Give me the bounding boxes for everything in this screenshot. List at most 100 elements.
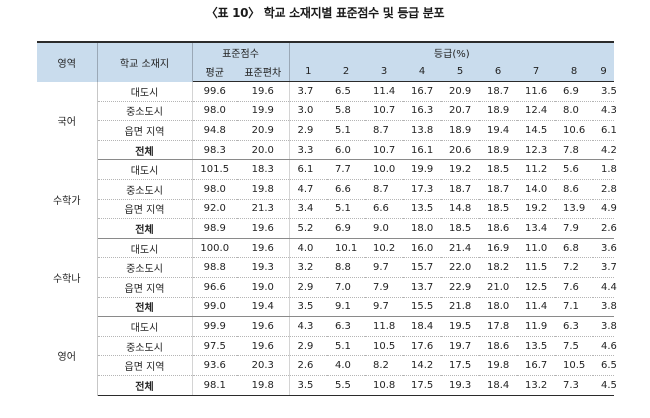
- location-cell: 대도시: [97, 159, 193, 180]
- grade-5-cell: 20.6: [441, 140, 479, 161]
- grade-4-cell: 16.0: [403, 238, 441, 259]
- grade-2-cell: 7.7: [327, 159, 365, 180]
- grade-4-cell: 19.9: [403, 159, 441, 180]
- header-grade-3: 3: [365, 62, 403, 82]
- location-cell: 대도시: [97, 81, 193, 102]
- location-cell: 전체: [97, 297, 193, 318]
- grade-1-cell: 4.3: [289, 316, 327, 337]
- location-cell: 중소도시: [97, 336, 193, 357]
- sd-cell: 18.3: [237, 159, 290, 180]
- grade-1-cell: 3.0: [289, 101, 327, 122]
- table-body: 국어 대도시 99.6 19.6 3.7 6.5 11.4 16.7 20.9 18.7 11.6 6…: [37, 81, 617, 396]
- grade-9-cell: 3.7: [593, 257, 617, 278]
- table-row: 읍면 지역 94.8 20.9 2.9 5.1 8.7 13.8 18.9 19.4 14.5 10…: [37, 120, 617, 141]
- grade-7-cell: 11.4: [517, 297, 555, 318]
- grade-9-cell: 2.8: [593, 179, 617, 200]
- grade-4-cell: 13.7: [403, 277, 441, 298]
- grade-3-cell: 10.2: [365, 238, 403, 259]
- grade-9-cell: 6.5: [593, 355, 617, 376]
- grade-8-cell: 5.6: [555, 159, 593, 180]
- table-row: 전체 99.0 19.4 3.5 9.1 9.7 15.5 21.8 18.0 11.4 7.1 3.…: [37, 297, 617, 318]
- sd-cell: 21.3: [237, 199, 290, 220]
- location-cell: 읍면 지역: [97, 199, 193, 220]
- mean-cell: 98.0: [192, 101, 237, 122]
- header-grade: 등급(%): [289, 41, 615, 62]
- sd-cell: 19.6: [237, 238, 290, 259]
- grade-9-cell: 2.6: [593, 218, 617, 239]
- table-row: 영어 대도시 99.9 19.6 4.3 6.3 11.8 18.4 19.5 17.8 11.9 6…: [37, 316, 617, 395]
- grade-5-cell: 18.5: [441, 218, 479, 239]
- sd-cell: 20.0: [237, 140, 290, 161]
- mean-cell: 93.6: [192, 355, 237, 376]
- grade-7-cell: 13.5: [517, 336, 555, 357]
- mean-cell: 98.3: [192, 140, 237, 161]
- location-cell: 전체: [97, 218, 193, 239]
- mean-cell: 98.0: [192, 179, 237, 200]
- grade-6-cell: 21.0: [479, 277, 517, 298]
- grade-5-cell: 22.0: [441, 257, 479, 278]
- grade-5-cell: 19.7: [441, 336, 479, 357]
- grade-3-cell: 9.0: [365, 218, 403, 239]
- location-cell: 읍면 지역: [97, 355, 193, 376]
- grade-9-cell: 4.6: [593, 336, 617, 357]
- table-row: 전체 98.3 20.0 3.3 6.0 10.7 16.1 20.6 18.9 12.3 7.8 4…: [37, 140, 617, 161]
- grade-3-cell: 8.7: [365, 120, 403, 141]
- mean-cell: 100.0: [192, 238, 237, 259]
- mean-cell: 97.5: [192, 336, 237, 357]
- sd-cell: 19.6: [237, 316, 290, 337]
- header-grade-2: 2: [327, 62, 365, 82]
- grade-9-cell: 4.9: [593, 199, 617, 220]
- grade-7-cell: 12.4: [517, 101, 555, 122]
- grade-4-cell: 15.7: [403, 257, 441, 278]
- grade-2-cell: 7.0: [327, 277, 365, 298]
- sd-cell: 19.0: [237, 277, 290, 298]
- grade-4-cell: 16.1: [403, 140, 441, 161]
- location-cell: 중소도시: [97, 257, 193, 278]
- grade-1-cell: 3.4: [289, 199, 327, 220]
- grade-7-cell: 11.2: [517, 159, 555, 180]
- grade-6-cell: 19.4: [479, 120, 517, 141]
- header-grade-9: 9: [593, 62, 615, 82]
- grade-2-cell: 5.1: [327, 120, 365, 141]
- header-grade-6: 6: [479, 62, 517, 82]
- grade-9-cell: 4.3: [593, 101, 617, 122]
- header-grade-5: 5: [441, 62, 479, 82]
- grade-3-cell: 6.6: [365, 199, 403, 220]
- subject-cell: 수학가: [37, 159, 98, 239]
- sd-cell: 19.6: [237, 336, 290, 357]
- grade-6-cell: 18.7: [479, 81, 517, 102]
- grade-7-cell: 14.0: [517, 179, 555, 200]
- grade-4-cell: 17.5: [403, 375, 441, 396]
- grade-4-cell: 18.0: [403, 218, 441, 239]
- subject-cell: 영어: [37, 316, 98, 395]
- grade-1-cell: 6.1: [289, 159, 327, 180]
- mean-cell: 94.8: [192, 120, 237, 141]
- header-mean: 평균: [192, 62, 237, 82]
- grade-8-cell: 7.8: [555, 140, 593, 161]
- grade-3-cell: 10.8: [365, 375, 403, 396]
- grade-3-cell: 7.9: [365, 277, 403, 298]
- grade-2-cell: 6.5: [327, 81, 365, 102]
- grade-6-cell: 18.5: [479, 159, 517, 180]
- sd-cell: 19.6: [237, 81, 290, 102]
- sd-cell: 19.3: [237, 257, 290, 278]
- header-grade-1: 1: [289, 62, 327, 82]
- grade-9-cell: 4.5: [593, 375, 617, 396]
- grade-4-cell: 15.5: [403, 297, 441, 318]
- table-row: 중소도시 98.8 19.3 3.2 8.8 9.7 15.7 22.0 18.2 11.5 7.2…: [37, 257, 617, 278]
- grade-6-cell: 18.6: [479, 336, 517, 357]
- header-std-score: 표준점수: [192, 41, 290, 62]
- grade-7-cell: 13.4: [517, 218, 555, 239]
- grade-9-cell: 3.8: [593, 316, 617, 337]
- grade-6-cell: 18.9: [479, 101, 517, 122]
- grade-1-cell: 3.5: [289, 375, 327, 396]
- grade-3-cell: 9.7: [365, 257, 403, 278]
- mean-cell: 98.8: [192, 257, 237, 278]
- sd-cell: 19.9: [237, 101, 290, 122]
- grade-6-cell: 18.4: [479, 375, 517, 396]
- grade-3-cell: 8.7: [365, 179, 403, 200]
- grade-5-cell: 20.7: [441, 101, 479, 122]
- table-row: 수학나 대도시 100.0 19.6 4.0 10.1 10.2 16.0 21.4 16.9 11…: [37, 238, 617, 317]
- grade-1-cell: 3.3: [289, 140, 327, 161]
- grade-2-cell: 6.0: [327, 140, 365, 161]
